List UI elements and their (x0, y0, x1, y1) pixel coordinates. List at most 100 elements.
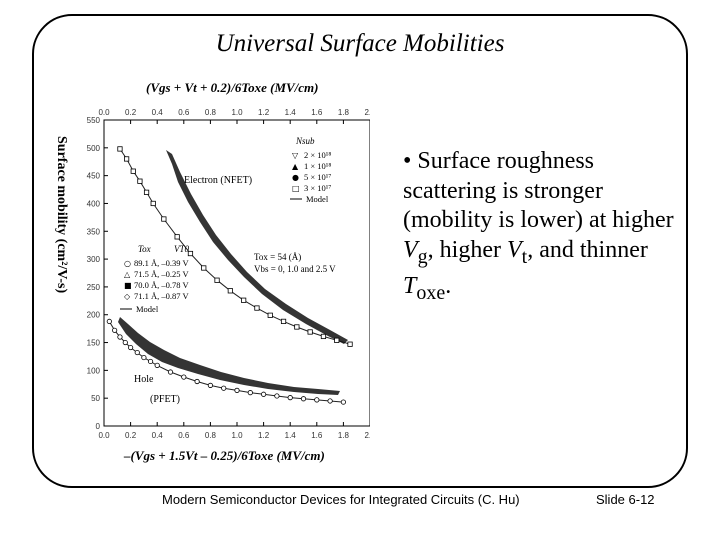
hole-point (128, 344, 134, 351)
electron-point (334, 337, 340, 343)
bottom-tick-label: 0.6 (178, 431, 190, 440)
slide-title: Universal Surface Mobilities (215, 30, 505, 57)
electron-point (267, 312, 273, 318)
bottom-tick-label: 0.8 (205, 431, 217, 440)
pfet-legend-symbol: ■ (124, 281, 132, 290)
hole-point (154, 362, 160, 368)
top-tick-label: 0.8 (205, 108, 217, 117)
top-tick-label: 0.2 (125, 108, 137, 117)
top-tick-label: 0.4 (152, 108, 164, 117)
y-tick-label: 550 (87, 116, 101, 125)
hole-point (106, 318, 112, 325)
hole-point (274, 393, 280, 399)
bullet-mark: • (403, 148, 412, 174)
electron-point (214, 277, 220, 283)
electron-point (124, 156, 130, 162)
y-tick-label: 450 (87, 172, 101, 181)
hole-point (122, 339, 128, 346)
slide-frame (32, 14, 688, 488)
hole-point (181, 374, 187, 380)
electron-point (187, 250, 194, 257)
top-tick-label: 1.6 (311, 108, 323, 117)
electron-point (294, 324, 300, 330)
y-axis-ticks: 0 50 100 150 200 250 300 350 400 450 500 550 (87, 116, 108, 431)
pfet-legend-col2: VT0 (174, 244, 190, 254)
hole-point (287, 395, 293, 401)
t-symbol: T (403, 272, 417, 299)
mobility-figure: Surface mobility (cm²/V-s) (Vgs + Vt + 0… (54, 80, 370, 463)
hole-data-band (118, 317, 340, 395)
pfet-legend-model: Model (136, 304, 159, 314)
bottom-tick-label: 1.2 (258, 431, 270, 440)
y-tick-label: 200 (87, 311, 101, 320)
top-tick-label: 2.0 (364, 108, 370, 117)
hole-point (194, 378, 200, 385)
pfet-legend-symbol: ○ (124, 259, 131, 268)
electron-point (280, 318, 287, 325)
bullet-part-2: , higher (427, 236, 507, 263)
electron-point (201, 265, 207, 271)
hole-markers (106, 318, 346, 405)
hole-label-2: (PFET) (150, 394, 180, 405)
bottom-axis-ticks: 0.0 0.2 0.4 0.6 0.8 1.0 1.2 1.4 1.6 1.8 2.0 (98, 422, 370, 440)
electron-point (320, 333, 327, 340)
bottom-tick-label: 0.2 (125, 431, 137, 440)
hole-point (112, 327, 118, 333)
condition-line-2: Vbs = 0, 1.0 and 2.5 V (254, 264, 336, 274)
electron-markers (117, 146, 353, 347)
hole-point (234, 387, 240, 393)
pfet-legend-col1: Tox (138, 244, 151, 254)
slide-number: Slide 6-12 (596, 492, 655, 507)
hole-point (147, 358, 154, 365)
top-tick-label: 1.0 (231, 108, 243, 117)
bottom-tick-label: 1.6 (311, 431, 323, 440)
hole-point (314, 397, 320, 403)
bullet-text: • Surface roughness scattering is strong… (403, 147, 685, 308)
electron-point (117, 146, 123, 152)
electron-point (254, 305, 260, 311)
electron-point (227, 288, 233, 294)
electron-point (143, 189, 150, 195)
top-tick-label: 1.2 (258, 108, 270, 117)
top-axis-label: (Vgs + Vt + 0.2)/6Toxe (MV/cm) (146, 80, 319, 95)
nfet-legend-symbol: ▲ (292, 162, 299, 171)
y-tick-label: 250 (87, 283, 101, 292)
nfet-legend-item: 1 × 10¹⁸ (304, 161, 331, 171)
electron-point (347, 341, 353, 347)
condition-line-1: Tox = 54 (Å) (254, 252, 301, 262)
bullet-part-1: Surface roughness scattering is stronger… (403, 148, 674, 233)
bottom-axis-label: –(Vgs + 1.5Vt – 0.25)/6Toxe (MV/cm) (123, 448, 325, 463)
electron-point (150, 200, 156, 207)
electron-point (161, 216, 167, 222)
hole-point (247, 390, 253, 396)
pfet-legend-item: 71.5 Å, –0.25 V (134, 269, 189, 279)
top-axis-ticks: 0.0 0.2 0.4 0.6 0.8 1.0 1.2 1.4 1.6 1.8 2.0 (98, 108, 370, 124)
bottom-tick-label: 1.8 (338, 431, 350, 440)
sub-t: t (521, 245, 528, 268)
bullet-part-3: , and thinner (527, 236, 648, 263)
hole-label-1: Hole (134, 374, 154, 385)
y-tick-label: 350 (87, 227, 101, 236)
bottom-tick-label: 0.0 (98, 431, 110, 440)
nfet-legend: ▽ 2 × 10¹⁸ ▲ 1 × 10¹⁸ ● 5 × 10¹⁷ □ 3 × 10¹⁷Mode… (290, 150, 331, 204)
sub-oxe: oxe (416, 281, 446, 304)
electron-point (130, 168, 136, 174)
pfet-legend-item: 70.0 Å, –0.78 V (134, 280, 189, 290)
top-tick-label: 0.0 (98, 108, 110, 117)
nfet-legend-item: 5 × 10¹⁷ (304, 172, 331, 182)
hole-point (261, 391, 267, 397)
bottom-tick-label: 2.0 (364, 431, 370, 440)
pfet-legend: ○ 89.1 Å, –0.39 V△ 71.5 Å, –0.25 V■ 70.0 Å,… (120, 258, 189, 314)
y-axis-label: Surface mobility (cm²/V-s) (54, 136, 69, 293)
v-symbol-t: V (506, 236, 522, 263)
nfet-legend-symbol: □ (292, 184, 300, 193)
electron-point (137, 178, 143, 184)
pfet-legend-symbol: ◇ (124, 292, 131, 301)
hole-point (300, 396, 307, 402)
electron-point (174, 234, 180, 240)
y-tick-label: 50 (91, 394, 100, 403)
bottom-tick-label: 1.0 (231, 431, 243, 440)
hole-point (221, 385, 227, 391)
y-tick-label: 500 (87, 144, 101, 153)
y-tick-label: 300 (87, 255, 101, 264)
